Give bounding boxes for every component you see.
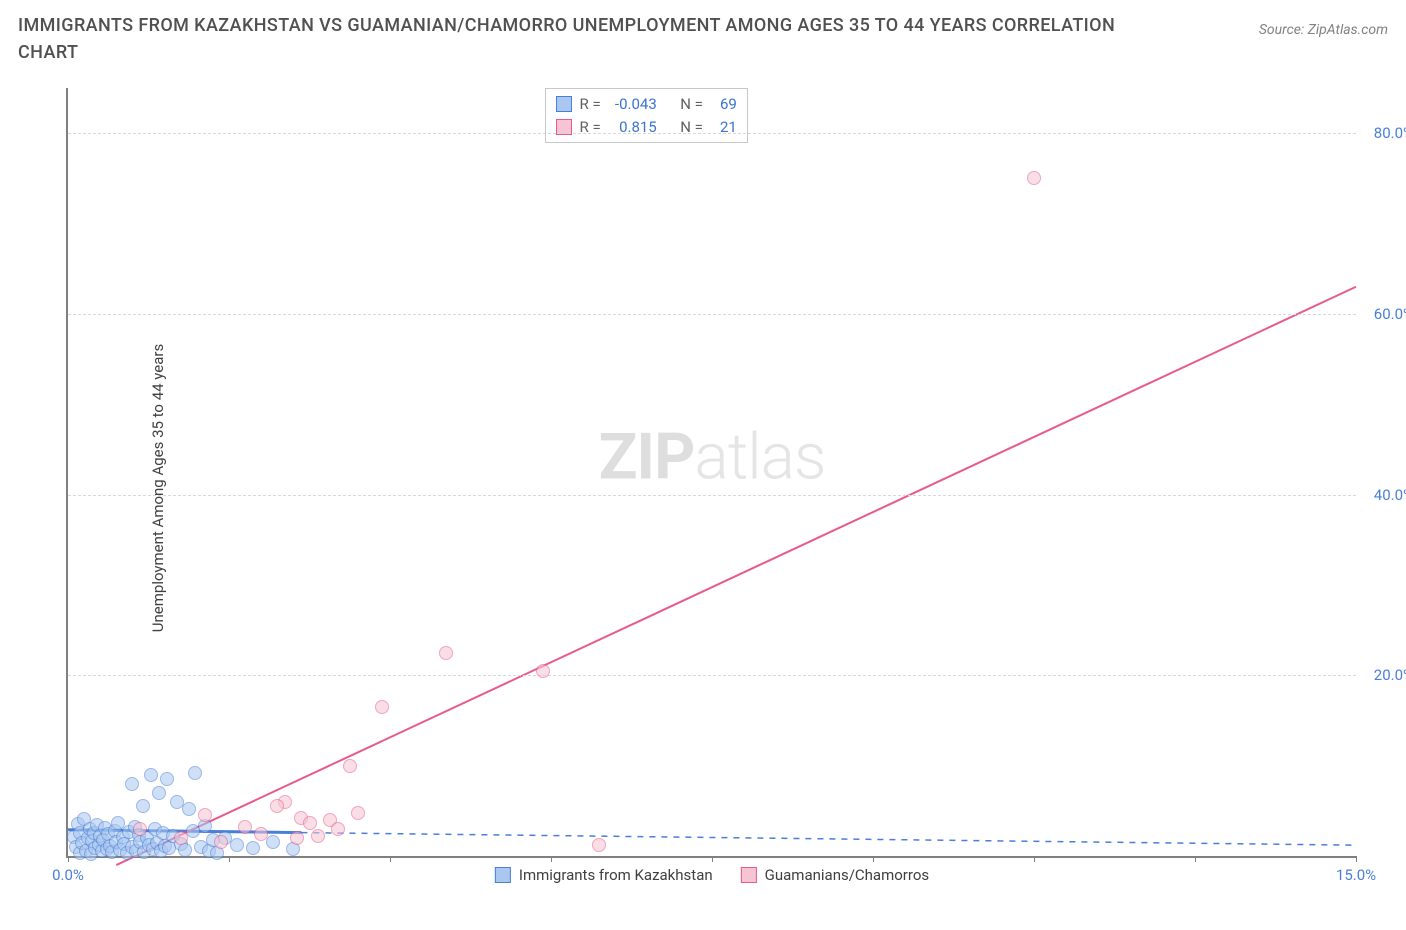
x-tick <box>229 856 230 862</box>
x-tick <box>68 856 69 862</box>
data-point <box>133 822 147 836</box>
x-tick <box>390 856 391 862</box>
series-swatch <box>741 867 757 883</box>
data-point <box>198 808 212 822</box>
data-point <box>311 829 325 843</box>
x-tick <box>712 856 713 862</box>
stat-value-n: 21 <box>711 116 737 139</box>
legend-item: Immigrants from Kazakhstan <box>495 866 713 884</box>
data-point <box>351 806 365 820</box>
data-point <box>303 816 317 830</box>
series-swatch <box>556 96 572 112</box>
x-tick <box>1195 856 1196 862</box>
data-point <box>152 786 166 800</box>
data-point <box>144 768 158 782</box>
stat-label-n: N = <box>680 116 703 139</box>
x-tick <box>1356 856 1357 862</box>
x-tick-label: 15.0% <box>1336 866 1376 884</box>
y-tick-label: 60.0% <box>1374 305 1406 323</box>
data-point <box>246 841 260 855</box>
gridline <box>68 314 1356 315</box>
data-point <box>592 838 606 852</box>
data-point <box>160 772 174 786</box>
data-point <box>439 646 453 660</box>
y-tick-label: 40.0% <box>1374 486 1406 504</box>
data-point <box>270 799 284 813</box>
stats-row: R = -0.043 N = 69 <box>556 93 737 116</box>
x-tick <box>551 856 552 862</box>
stat-label-r: R = <box>580 93 601 116</box>
legend-label: Guamanians/Chamorros <box>765 866 929 884</box>
stat-value-n: 69 <box>711 93 737 116</box>
y-tick-label: 80.0% <box>1374 124 1406 142</box>
chart-area: Unemployment Among Ages 35 to 44 years Z… <box>18 78 1388 898</box>
regression-lines <box>68 88 1356 856</box>
data-point <box>174 831 188 845</box>
series-swatch <box>495 867 511 883</box>
data-point <box>290 831 304 845</box>
data-point <box>536 664 550 678</box>
data-point <box>343 759 357 773</box>
stat-label-r: R = <box>580 116 601 139</box>
stat-label-n: N = <box>680 93 703 116</box>
gridline <box>68 675 1356 676</box>
series-legend: Immigrants from Kazakhstan Guamanians/Cha… <box>495 866 929 884</box>
source-label: Source: ZipAtlas.com <box>1259 22 1388 38</box>
stats-legend-box: R = -0.043 N = 69 R = 0.815 N = 21 <box>545 88 748 143</box>
gridline <box>68 495 1356 496</box>
legend-label: Immigrants from Kazakhstan <box>519 866 713 884</box>
y-tick-label: 20.0% <box>1374 666 1406 684</box>
stat-value-r: -0.043 <box>609 93 657 116</box>
chart-title: IMMIGRANTS FROM KAZAKHSTAN VS GUAMANIAN/… <box>18 12 1138 66</box>
data-point <box>214 835 228 849</box>
plot-region: ZIPatlas R =-0.043 N =69R =0.815 N =21 I… <box>66 88 1356 858</box>
legend-item: Guamanians/Chamorros <box>741 866 929 884</box>
x-tick <box>1034 856 1035 862</box>
data-point <box>182 802 196 816</box>
data-point <box>238 820 252 834</box>
data-point <box>375 700 389 714</box>
data-point <box>331 822 345 836</box>
data-point <box>188 766 202 780</box>
data-point <box>125 777 139 791</box>
stat-value-r: 0.815 <box>609 116 657 139</box>
stats-row: R = 0.815 N = 21 <box>556 116 737 139</box>
x-tick <box>873 856 874 862</box>
data-point <box>136 799 150 813</box>
data-point <box>254 827 268 841</box>
data-point <box>1027 171 1041 185</box>
data-point <box>230 838 244 852</box>
x-tick-label: 0.0% <box>52 866 84 884</box>
gridline <box>68 133 1356 134</box>
data-point <box>266 835 280 849</box>
